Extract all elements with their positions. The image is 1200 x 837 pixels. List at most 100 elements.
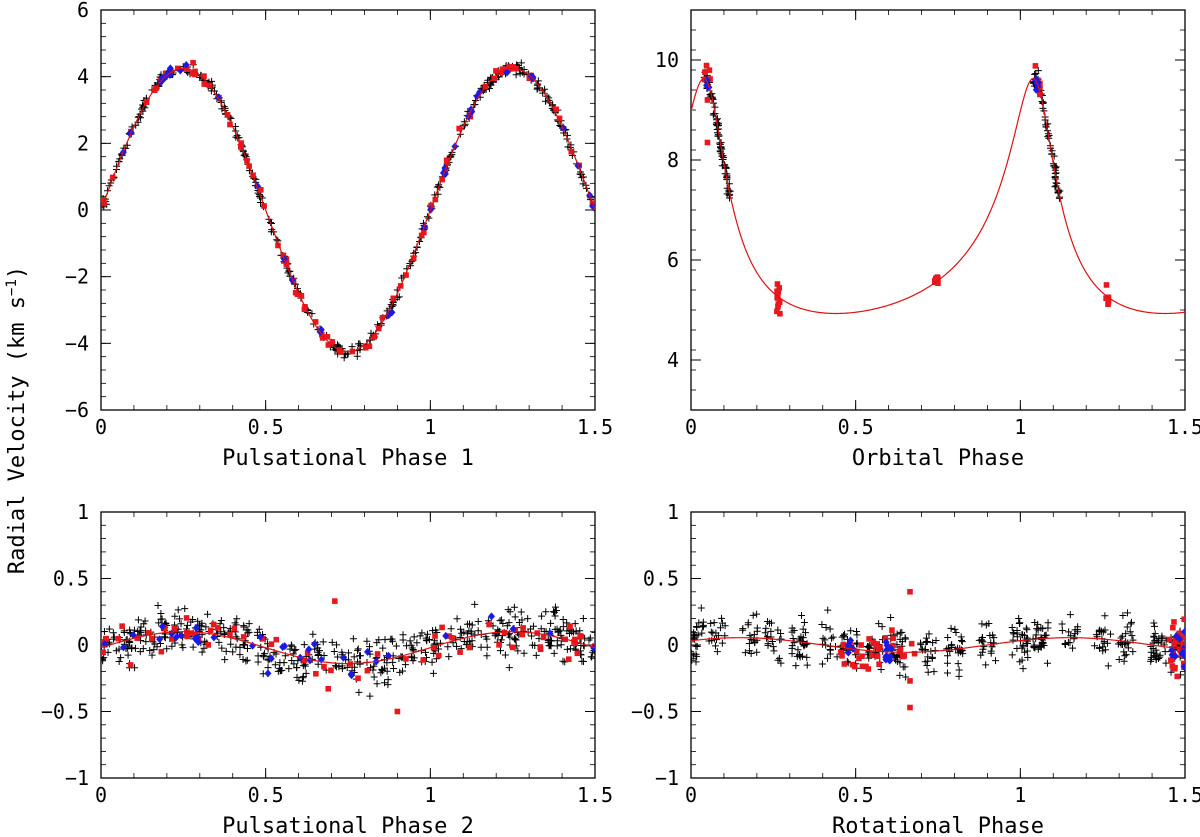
data-point-black	[236, 651, 244, 659]
data-point-black	[429, 669, 437, 677]
data-point-black	[1123, 623, 1131, 631]
data-point-black	[893, 657, 901, 665]
data-point-red	[119, 623, 125, 629]
data-point-red	[127, 662, 134, 668]
data-point-black	[453, 642, 461, 650]
data-point-red	[501, 629, 508, 636]
data-point-blue	[589, 202, 595, 211]
data-point-blue	[172, 633, 180, 642]
data-point-blue	[1172, 632, 1180, 641]
data-point-red	[421, 229, 427, 236]
data-point-black	[924, 668, 932, 676]
data-point-black	[287, 641, 295, 649]
data-point-black	[947, 624, 955, 632]
data-point-black	[563, 645, 571, 653]
data-point-black	[982, 661, 990, 669]
data-point-red	[301, 657, 307, 663]
y-tick-label: 0.5	[643, 567, 679, 591]
data-point-red	[444, 160, 451, 167]
data-point-black	[1008, 651, 1016, 659]
data-point-black	[354, 645, 362, 653]
data-point-black	[409, 657, 417, 665]
data-point-red	[188, 630, 194, 636]
panel-rotational-phase: 0 0.5 1 1.5 −1 −0.5 0 0.5 1 Rotational Phase	[631, 500, 1200, 837]
data-point-red	[866, 636, 872, 642]
data-point-black	[819, 634, 827, 642]
data-point-red	[158, 648, 165, 655]
data-point-red	[704, 139, 711, 146]
data-point-red	[935, 275, 941, 282]
data-point-black	[1023, 626, 1031, 634]
data-point-black	[401, 661, 409, 669]
data-point-black	[546, 641, 554, 649]
data-point-red	[1181, 616, 1185, 623]
data-point-black	[373, 680, 381, 688]
data-point-black	[503, 622, 511, 630]
data-point-black	[505, 619, 513, 627]
x-tick-label: 0.5	[248, 415, 284, 439]
data-point-blue	[256, 632, 264, 641]
data-point-black	[295, 676, 303, 684]
data-point-blue	[590, 643, 595, 652]
data-point-blue	[156, 635, 164, 644]
data-point-red	[1177, 647, 1184, 654]
data-point-black	[764, 618, 772, 626]
data-point-black	[692, 632, 700, 640]
data-point-black	[1167, 668, 1175, 676]
data-point-blue	[347, 670, 355, 679]
data-point-black	[445, 653, 453, 661]
data-point-red	[839, 653, 845, 659]
panel-pulsational-phase-2: 0 0.5 1 1.5 −1 −0.5 0 0.5 1 Pulsational Phase 2	[41, 500, 613, 837]
data-point-black	[181, 605, 189, 613]
data-point-black	[345, 649, 353, 657]
data-point-blue	[279, 643, 287, 652]
data-point-red	[1174, 673, 1181, 680]
data-point-black	[468, 637, 476, 645]
data-point-black	[505, 664, 513, 672]
data-point-red	[853, 648, 860, 655]
data-point-red	[703, 62, 710, 69]
data-point-black	[378, 665, 386, 673]
data-point-black	[483, 652, 491, 660]
data-point-black	[349, 635, 357, 643]
data-point-red	[237, 144, 244, 150]
data-point-black	[788, 650, 796, 658]
x-tick-label: 1.5	[1167, 783, 1200, 807]
data-point-black	[1101, 612, 1109, 620]
data-point-black	[1010, 630, 1018, 638]
data-point-black	[299, 662, 307, 670]
data-point-black	[134, 616, 142, 624]
data-point-black	[775, 654, 783, 662]
data-point-blue	[305, 645, 313, 654]
data-point-black	[553, 637, 561, 645]
data-point-black	[918, 645, 926, 653]
data-point-black	[1022, 624, 1030, 632]
x-axis-title: Pulsational Phase 1	[222, 446, 474, 471]
data-point-red	[410, 255, 417, 262]
data-point-black	[1123, 609, 1131, 617]
data-point-black	[1038, 639, 1046, 647]
data-point-red	[184, 633, 191, 640]
data-point-black	[254, 658, 262, 666]
data-point-black	[875, 620, 883, 628]
data-point-blue	[264, 669, 272, 678]
data-point-black	[422, 648, 430, 656]
data-point-red	[148, 635, 155, 642]
data-point-black	[1099, 628, 1107, 636]
data-point-black	[516, 69, 524, 77]
data-point-black	[777, 630, 785, 638]
data-point-black	[839, 632, 847, 640]
data-point-red	[840, 641, 847, 648]
data-point-black	[750, 631, 758, 639]
model-curve	[691, 637, 1185, 653]
data-point-black	[1120, 657, 1128, 665]
data-point-red	[259, 635, 266, 642]
data-point-black	[579, 657, 587, 665]
data-point-black	[580, 642, 588, 650]
data-point-black	[692, 650, 700, 658]
data-point-black	[978, 620, 986, 628]
y-tick-label: −0.5	[631, 700, 679, 724]
data-point-red	[1172, 637, 1179, 643]
data-point-black	[334, 653, 342, 661]
data-point-red	[519, 631, 526, 638]
